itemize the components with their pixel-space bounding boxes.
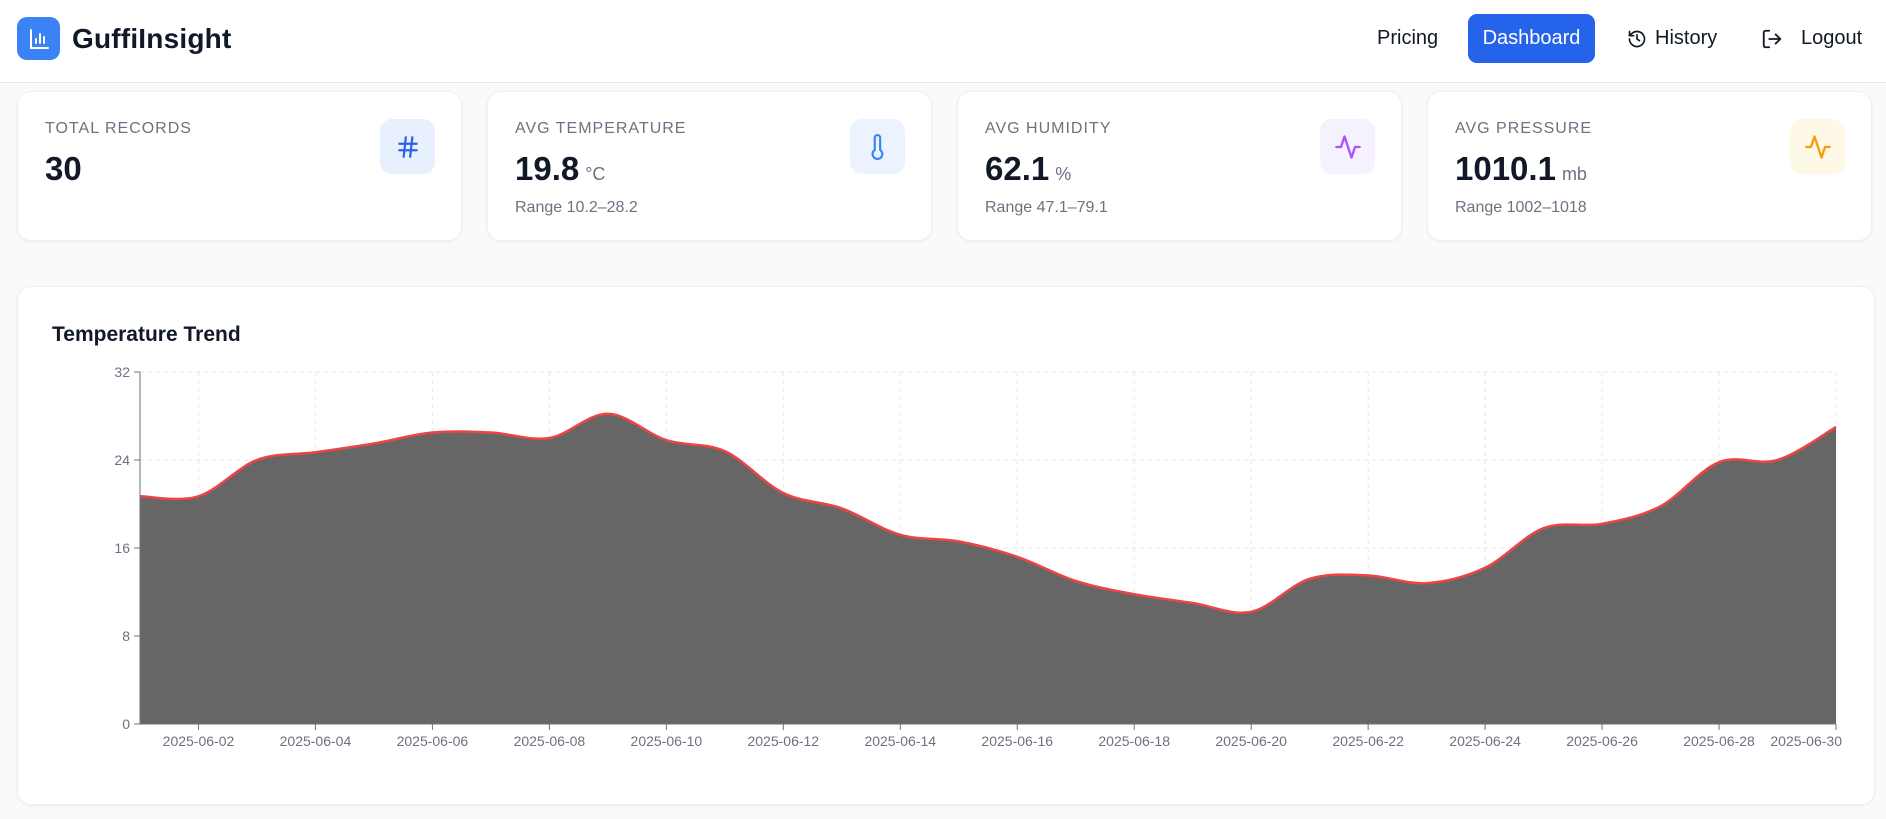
stat-card-avg-temperature: AVG TEMPERATURE 19.8 °C Range 10.2–28.2 — [487, 91, 932, 241]
y-tick-label: 0 — [122, 716, 130, 732]
top-navbar: GuffiInsight Pricing Dashboard History L… — [0, 0, 1886, 83]
x-tick-label: 2025-06-14 — [864, 733, 936, 749]
stat-label: AVG HUMIDITY — [985, 120, 1112, 137]
bar-chart-icon — [17, 17, 60, 60]
thermometer-icon — [850, 119, 905, 174]
x-tick-label: 2025-06-06 — [397, 733, 469, 749]
chart-title: Temperature Trend — [52, 323, 241, 346]
stat-unit: mb — [1561, 164, 1587, 184]
x-tick-label: 2025-06-10 — [631, 733, 703, 749]
stat-label: AVG PRESSURE — [1455, 120, 1593, 137]
x-tick-label: 2025-06-12 — [747, 733, 819, 749]
brand[interactable]: GuffiInsight — [17, 17, 231, 60]
nav-logout-label: Logout — [1801, 27, 1863, 49]
temperature-area — [140, 413, 1836, 724]
activity-icon — [1790, 119, 1845, 174]
x-tick-label: 2025-06-08 — [514, 733, 586, 749]
x-tick-label: 2025-06-24 — [1449, 733, 1521, 749]
stat-value: 19.8 °C — [515, 150, 605, 188]
activity-icon — [1320, 119, 1375, 174]
x-tick-label: 2025-06-20 — [1215, 733, 1287, 749]
stat-number: 62.1 — [985, 150, 1050, 187]
brand-name: GuffiInsight — [72, 22, 232, 54]
y-tick-label: 24 — [114, 452, 130, 468]
logout-icon — [1761, 28, 1783, 50]
y-tick-label: 16 — [114, 540, 130, 556]
stat-label: TOTAL RECORDS — [45, 120, 192, 137]
x-tick-label: 2025-06-16 — [981, 733, 1053, 749]
nav-history-link[interactable]: History — [1627, 14, 1717, 63]
x-tick-label: 2025-06-18 — [1098, 733, 1170, 749]
stat-value: 1010.1 mb — [1455, 150, 1587, 188]
stat-card-total-records: TOTAL RECORDS 30 — [17, 91, 462, 241]
stat-number: 1010.1 — [1455, 150, 1556, 187]
nav-logout-link[interactable]: Logout — [1761, 14, 1862, 63]
nav-dashboard-label: Dashboard — [1482, 27, 1581, 49]
stat-unit: % — [1055, 164, 1072, 184]
nav-pricing-label: Pricing — [1377, 27, 1439, 49]
hash-icon — [380, 119, 435, 174]
temperature-line — [139, 412, 1837, 614]
x-tick-label: 2025-06-30 — [1770, 733, 1842, 749]
nav-dashboard-button[interactable]: Dashboard — [1468, 14, 1595, 63]
stat-unit: °C — [585, 164, 606, 184]
x-tick-label: 2025-06-04 — [280, 733, 352, 749]
stat-number: 19.8 — [515, 150, 580, 187]
temperature-chart-card: Temperature Trend 0 8 16 24 32 2025-06-02 2025… — [17, 286, 1875, 805]
stat-label: AVG TEMPERATURE — [515, 120, 687, 137]
y-tick-label: 32 — [114, 364, 130, 380]
stat-range: Range 1002–1018 — [1455, 199, 1587, 216]
temperature-chart: 0 8 16 24 32 2025-06-02 2025-06-04 2025-06-06 20… — [114, 364, 1842, 749]
x-tick-label: 2025-06-28 — [1683, 733, 1755, 749]
stat-card-avg-pressure: AVG PRESSURE 1010.1 mb Range 1002–1018 — [1427, 91, 1872, 241]
stat-value: 30 — [45, 150, 82, 188]
nav-pricing-link[interactable]: Pricing — [1377, 14, 1438, 63]
nav-history-label: History — [1655, 27, 1718, 49]
y-tick-label: 8 — [122, 628, 130, 644]
stat-card-avg-humidity: AVG HUMIDITY 62.1 % Range 47.1–79.1 — [957, 91, 1402, 241]
x-tick-label: 2025-06-22 — [1332, 733, 1404, 749]
stat-range: Range 47.1–79.1 — [985, 199, 1108, 216]
x-tick-label: 2025-06-02 — [163, 733, 235, 749]
stat-number: 30 — [45, 150, 82, 187]
stat-value: 62.1 % — [985, 150, 1071, 188]
x-tick-label: 2025-06-26 — [1566, 733, 1638, 749]
stat-range: Range 10.2–28.2 — [515, 199, 638, 216]
history-icon — [1627, 29, 1647, 49]
